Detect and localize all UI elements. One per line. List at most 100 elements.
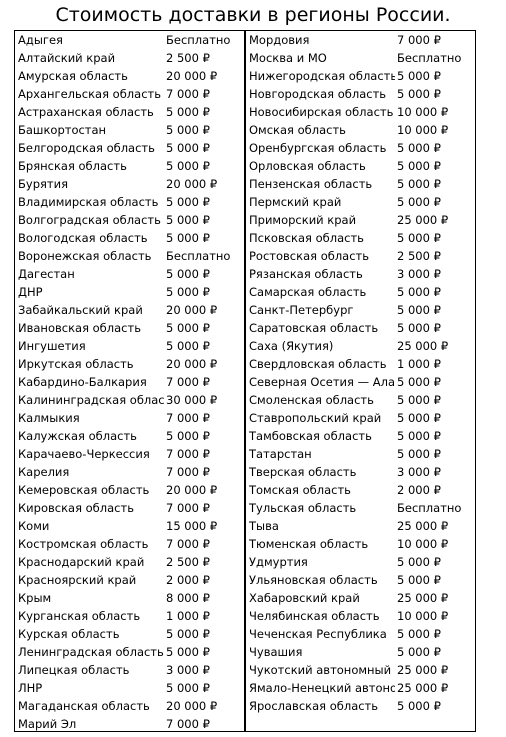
delivery-price: 20 000 ₽ — [166, 483, 218, 497]
region-name: Вологодская область — [18, 231, 148, 245]
region-name: Ульяновская область — [249, 573, 378, 587]
delivery-price: 2 000 ₽ — [397, 483, 441, 497]
region-name: Тюменская область — [249, 537, 369, 551]
delivery-price: 5 000 ₽ — [166, 321, 210, 335]
region-name: Ленинградская область — [18, 645, 164, 659]
delivery-price: 5 000 ₽ — [166, 645, 210, 659]
region-name: Новосибирская область — [249, 105, 394, 119]
region-name: Удмуртия — [249, 555, 308, 569]
region-name: Краснодарский край — [18, 555, 145, 569]
delivery-price: 2 500 ₽ — [166, 51, 210, 65]
region-name: Марий Эл — [18, 717, 77, 731]
region-name: Астраханская область — [18, 105, 154, 119]
delivery-price: 15 000 ₽ — [166, 519, 218, 533]
region-name: Магаданская область — [18, 699, 150, 713]
region-name: Тверская область — [249, 465, 357, 479]
delivery-price: 25 000 ₽ — [397, 663, 449, 677]
region-name: Курская область — [18, 627, 120, 641]
region-name: Дагестан — [18, 267, 75, 281]
region-name: Ингушетия — [18, 339, 86, 353]
region-name: Крым — [18, 591, 52, 605]
region-name: Саратовская область — [249, 321, 379, 335]
delivery-price: 20 000 ₽ — [166, 303, 218, 317]
delivery-price: 5 000 ₽ — [397, 321, 441, 335]
region-name: Свердловская область — [249, 357, 387, 371]
region-name: Забайкальский край — [18, 303, 143, 317]
region-name: Курганская область — [18, 609, 141, 623]
delivery-price: 3 000 ₽ — [397, 465, 441, 479]
region-name: Архангельская область — [18, 87, 161, 101]
delivery-price: 5 000 ₽ — [166, 141, 210, 155]
delivery-price: 20 000 ₽ — [166, 699, 218, 713]
delivery-price: 5 000 ₽ — [166, 213, 210, 227]
delivery-price: Бесплатно — [166, 33, 231, 47]
region-name: Ростовская область — [249, 249, 370, 263]
region-name: Оренбургская область — [249, 141, 387, 155]
delivery-price: 5 000 ₽ — [397, 573, 441, 587]
region-name: Липецкая область — [18, 663, 130, 677]
delivery-price: 10 000 ₽ — [397, 105, 449, 119]
delivery-price: 25 000 ₽ — [397, 681, 449, 695]
region-name: Нижегородская область — [249, 69, 395, 83]
delivery-price: 5 000 ₽ — [397, 645, 441, 659]
region-name: Чеченская Республика — [249, 627, 387, 641]
delivery-price: 7 000 ₽ — [166, 375, 210, 389]
region-name: Владимирская область — [18, 195, 159, 209]
region-name: Хабаровский край — [249, 591, 360, 605]
region-name: Самарская область — [249, 285, 367, 299]
delivery-price: 5 000 ₽ — [397, 555, 441, 569]
region-name: Орловская область — [249, 159, 366, 173]
delivery-price: 1 000 ₽ — [166, 609, 210, 623]
delivery-price: 5 000 ₽ — [166, 123, 210, 137]
region-name: Москва и МО — [249, 51, 327, 65]
delivery-price: 8 000 ₽ — [166, 591, 210, 605]
table-column: Мордовия 7 000 ₽ Москва и МО Бесплатно Нижег… — [245, 30, 476, 732]
delivery-price: 7 000 ₽ — [166, 717, 210, 731]
region-name: Кемеровская область — [18, 483, 150, 497]
region-name: Пензенская область — [249, 177, 373, 191]
delivery-price: 5 000 ₽ — [166, 429, 210, 443]
delivery-price: 5 000 ₽ — [397, 285, 441, 299]
region-name: Иркутская область — [18, 357, 134, 371]
delivery-price: 7 000 ₽ — [166, 87, 210, 101]
region-name: Новгородская область — [249, 87, 387, 101]
delivery-price: 5 000 ₽ — [166, 195, 210, 209]
region-name: Санкт-Петербург — [249, 303, 354, 317]
region-name: Кировская область — [18, 501, 134, 515]
region-name: Алтайский край — [18, 51, 116, 65]
region-name: Коми — [18, 519, 50, 533]
delivery-price: 2 500 ₽ — [397, 249, 441, 263]
region-name: Калининградская область — [18, 393, 164, 407]
delivery-price: Бесплатно — [166, 249, 231, 263]
delivery-price: 25 000 ₽ — [397, 339, 449, 353]
delivery-price: 5 000 ₽ — [397, 447, 441, 461]
delivery-price: 25 000 ₽ — [397, 591, 449, 605]
region-name: Рязанская область — [249, 267, 363, 281]
delivery-price: Бесплатно — [397, 51, 462, 65]
delivery-price: 1 000 ₽ — [397, 357, 441, 371]
delivery-price: 30 000 ₽ — [166, 393, 218, 407]
region-name: Башкортостан — [18, 123, 107, 137]
delivery-price: 5 000 ₽ — [397, 303, 441, 317]
delivery-price: 5 000 ₽ — [397, 159, 441, 173]
region-name: ЛНР — [18, 681, 43, 695]
region-name: Чувашия — [249, 645, 303, 659]
delivery-price: 5 000 ₽ — [166, 339, 210, 353]
delivery-price: 10 000 ₽ — [397, 123, 449, 137]
delivery-price: 7 000 ₽ — [166, 447, 210, 461]
region-name: Костромская область — [18, 537, 149, 551]
delivery-price: 25 000 ₽ — [397, 213, 449, 227]
region-name: Ставропольский край — [249, 411, 382, 425]
region-name: Белгородская область — [18, 141, 155, 155]
region-name: Красноярский край — [18, 573, 137, 587]
delivery-price: 5 000 ₽ — [166, 159, 210, 173]
delivery-price: 5 000 ₽ — [397, 627, 441, 641]
delivery-price: 20 000 ₽ — [166, 177, 218, 191]
delivery-price: 7 000 ₽ — [166, 411, 210, 425]
delivery-price: 5 000 ₽ — [397, 429, 441, 443]
delivery-price: 5 000 ₽ — [166, 105, 210, 119]
region-name: Чукотский автономный округ — [249, 663, 395, 677]
region-name: Адыгея — [18, 33, 63, 47]
region-name: Бурятия — [18, 177, 69, 191]
